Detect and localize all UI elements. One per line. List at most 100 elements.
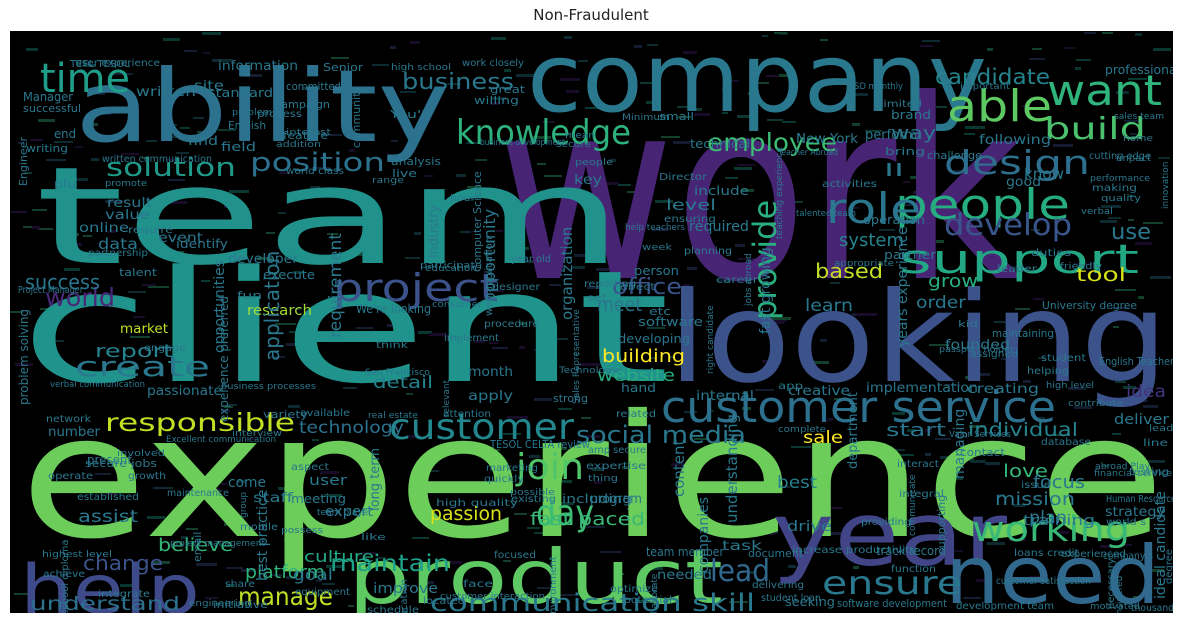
- noise-mark: [582, 435, 600, 438]
- noise-mark: [558, 408, 572, 410]
- noise-mark: [504, 69, 511, 72]
- cloud-word-plu: plu: [54, 177, 76, 191]
- cloud-word-passport-holder: passport holder: [939, 345, 1014, 355]
- noise-mark: [284, 539, 297, 541]
- noise-mark: [640, 82, 656, 84]
- cloud-word-opportunities: opportunities: [212, 260, 228, 353]
- noise-mark: [910, 176, 917, 179]
- noise-mark: [561, 480, 572, 483]
- noise-mark: [491, 97, 506, 100]
- noise-mark: [418, 331, 432, 334]
- noise-mark: [310, 186, 320, 189]
- cloud-word-week: week: [642, 243, 673, 253]
- noise-mark: [410, 41, 420, 44]
- noise-mark: [1075, 525, 1092, 528]
- cloud-word-increase-productivity: increase productivity: [792, 545, 917, 556]
- noise-mark: [552, 338, 568, 340]
- noise-mark: [1100, 220, 1117, 223]
- cloud-word-tesol-celta-review: TESOL CELTA review: [489, 438, 590, 451]
- noise-mark: [343, 387, 357, 389]
- cloud-word-leader: leader: [997, 264, 1038, 275]
- noise-mark: [387, 324, 394, 327]
- cloud-word-understand: understand: [30, 593, 180, 613]
- noise-mark: [400, 91, 416, 93]
- cloud-word-social-media: social media: [576, 421, 746, 449]
- cloud-word-appropriate: appropriate: [834, 259, 895, 269]
- cloud-word-ideal-candidate: ideal candidate: [1153, 491, 1169, 599]
- noise-mark: [1064, 47, 1075, 49]
- noise-mark: [286, 576, 295, 579]
- noise-mark: [202, 32, 221, 35]
- noise-mark: [38, 119, 55, 122]
- noise-mark: [771, 317, 791, 320]
- noise-mark: [727, 80, 739, 82]
- noise-mark: [10, 211, 27, 213]
- cloud-word-etc: etc: [649, 305, 671, 318]
- noise-mark: [95, 473, 111, 475]
- noise-mark: [327, 367, 335, 370]
- cloud-word-reporting: reporting: [584, 279, 636, 290]
- cloud-word-teaching-experience: teaching experience: [775, 147, 785, 239]
- cloud-word-director: Director: [659, 172, 708, 183]
- noise-mark: [655, 200, 673, 203]
- cloud-word-talent: talent: [119, 266, 158, 279]
- word-cloud-canvas: workexperienceclientteamlookingcompanyab…: [10, 31, 1173, 613]
- noise-mark: [1123, 544, 1132, 546]
- cloud-word-process: process: [257, 109, 302, 120]
- cloud-word-integral: integral: [899, 489, 944, 500]
- noise-mark: [311, 571, 319, 573]
- noise-mark: [1073, 263, 1092, 265]
- cloud-word-tool: tool: [1076, 264, 1126, 286]
- noise-mark: [1133, 596, 1143, 598]
- noise-mark: [587, 286, 607, 289]
- noise-mark: [707, 410, 714, 412]
- cloud-word-founded: founded: [945, 338, 1010, 353]
- cloud-word-ensuring: ensuring: [664, 214, 716, 225]
- noise-mark: [221, 483, 227, 485]
- cloud-word-system: system: [839, 230, 904, 251]
- cloud-word-mean: mean: [565, 131, 595, 141]
- cloud-word-standard: standard: [208, 86, 273, 100]
- noise-mark: [241, 569, 256, 572]
- noise-mark: [957, 478, 963, 480]
- noise-mark: [1022, 105, 1029, 107]
- noise-mark: [227, 404, 237, 406]
- cloud-word-application: application: [260, 251, 284, 361]
- cloud-word-individual: individual: [968, 419, 1078, 441]
- cloud-word-attention: attention: [443, 409, 491, 420]
- noise-mark: [683, 284, 690, 287]
- cloud-word-years-experience: years experience: [895, 226, 911, 347]
- cloud-word-plan: plan: [1029, 508, 1067, 528]
- noise-mark: [32, 226, 40, 229]
- cloud-word-friendly: friendly: [1060, 262, 1103, 272]
- noise-mark: [40, 308, 59, 310]
- noise-mark: [737, 115, 757, 118]
- noise-mark: [68, 233, 79, 236]
- cloud-word-help-teachers: help teachers: [625, 223, 685, 233]
- noise-mark: [755, 389, 774, 391]
- cloud-word-san-francisco: San Francisco: [365, 368, 431, 378]
- noise-mark: [592, 469, 602, 471]
- cloud-word-verbal: verbal: [1081, 207, 1113, 217]
- cloud-word-opportunity: opportunity: [480, 209, 499, 302]
- cloud-word-world-s: world s: [1106, 517, 1146, 528]
- cloud-word-live: live: [392, 167, 417, 180]
- noise-mark: [549, 284, 561, 286]
- cloud-word-project-manager: Project Manager: [18, 285, 84, 296]
- noise-mark: [853, 566, 859, 569]
- cloud-word-computer-science: Computer Science: [471, 171, 484, 272]
- noise-mark: [176, 152, 189, 154]
- noise-mark: [98, 537, 105, 539]
- cloud-word-way: way: [891, 123, 936, 144]
- cloud-word-company-s: company s: [1103, 551, 1153, 562]
- noise-mark: [865, 130, 882, 132]
- noise-mark: [83, 235, 92, 237]
- cloud-word-training: training: [1023, 513, 1095, 529]
- noise-mark: [323, 134, 342, 136]
- cloud-word-face: face: [463, 579, 493, 590]
- cloud-word-research: research: [247, 303, 312, 319]
- cloud-word-maintaining: maintaining: [992, 327, 1054, 340]
- noise-mark: [557, 447, 567, 450]
- noise-mark: [293, 464, 300, 466]
- cloud-word-sales-team: sales team: [1114, 112, 1164, 122]
